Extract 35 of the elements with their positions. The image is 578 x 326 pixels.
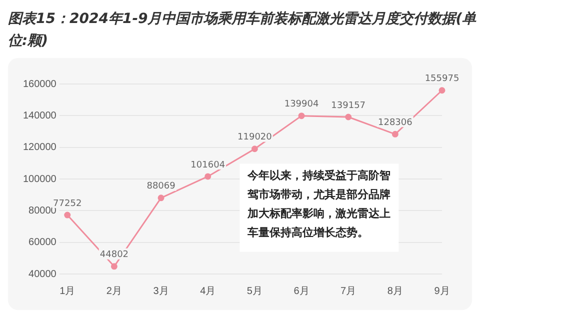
x-tick-label: 3月 — [153, 286, 169, 297]
point — [392, 130, 398, 138]
data-label: 155975 — [424, 74, 460, 84]
point — [158, 194, 164, 202]
y-tick-label: 160000 — [22, 78, 57, 90]
x-tick-label: 9月 — [434, 286, 450, 297]
point — [345, 114, 352, 120]
data-label: 119020 — [238, 132, 272, 143]
data-label: 77252 — [53, 198, 82, 209]
chart-title: 图表15：2024年1-9月中国市场乘用车前装标配激光雷达月度交付数据(单位:颗) — [8, 10, 478, 51]
data-label: 44802 — [100, 250, 129, 260]
point — [64, 212, 71, 218]
data-label: 128306 — [378, 118, 413, 128]
point — [110, 263, 118, 270]
data-label: 88069 — [146, 182, 176, 192]
y-tick-label: 40000 — [28, 268, 57, 280]
x-tick-label: 7月 — [340, 286, 356, 297]
data-label: 101604 — [190, 160, 226, 170]
y-tick-label: 140000 — [22, 110, 57, 122]
x-tick-label: 4月 — [200, 286, 216, 297]
x-tick-label: 1月 — [60, 286, 76, 297]
x-tick-label: 2月 — [106, 286, 122, 297]
point — [298, 112, 305, 120]
y-tick-label: 60000 — [28, 237, 57, 248]
point — [438, 87, 446, 94]
point — [204, 173, 212, 180]
y-tick-label: 120000 — [22, 142, 57, 154]
point — [251, 146, 258, 152]
x-tick-label: 6月 — [294, 286, 310, 297]
annotation: 今年以来，持续受益于高阶智驾市场带动，尤其是部分品牌加大标配率影响，激光雷达上车量保持高位增长态势。 — [246, 169, 391, 240]
y-tick-label: 100000 — [22, 174, 57, 185]
data-label: 139157 — [331, 100, 366, 111]
x-tick-label: 5月 — [246, 286, 262, 297]
data-label: 139904 — [284, 100, 319, 110]
x-tick-label: 8月 — [387, 286, 403, 297]
